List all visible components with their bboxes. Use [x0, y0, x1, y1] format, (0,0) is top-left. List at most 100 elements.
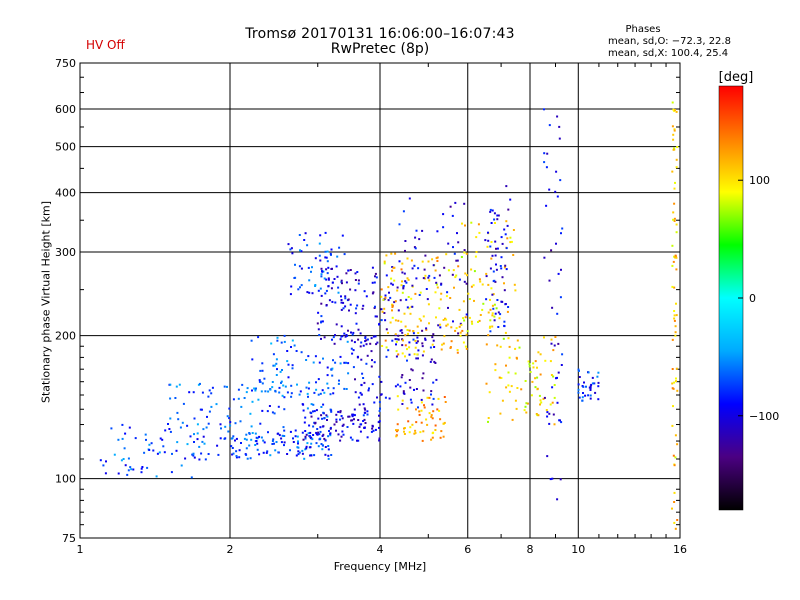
- data-point: [366, 410, 369, 413]
- data-point: [262, 451, 265, 454]
- data-point: [374, 335, 377, 338]
- data-point: [402, 339, 404, 342]
- data-point: [421, 439, 424, 442]
- data-point: [328, 299, 331, 302]
- data-point: [528, 365, 531, 368]
- data-point: [589, 389, 592, 391]
- data-point: [531, 380, 534, 383]
- data-point: [487, 334, 490, 337]
- data-point: [489, 325, 491, 328]
- data-point: [346, 340, 349, 343]
- data-point: [401, 262, 404, 265]
- data-point: [461, 222, 463, 225]
- data-point: [391, 309, 393, 312]
- data-point: [419, 319, 422, 322]
- data-point: [320, 321, 322, 324]
- data-point: [245, 391, 248, 394]
- data-point: [363, 411, 366, 414]
- data-point: [416, 325, 419, 328]
- data-point: [322, 357, 324, 360]
- data-point: [510, 240, 513, 243]
- data-point: [464, 345, 467, 348]
- data-point: [353, 418, 355, 421]
- data-point: [422, 389, 425, 392]
- data-point: [589, 394, 592, 397]
- data-point: [345, 334, 348, 336]
- data-point: [329, 252, 332, 255]
- data-point: [121, 437, 124, 440]
- data-point: [674, 456, 677, 459]
- data-point: [524, 405, 527, 408]
- data-point: [451, 273, 454, 276]
- data-point: [440, 348, 443, 351]
- data-point: [417, 357, 419, 360]
- data-point: [415, 229, 418, 232]
- data-point: [322, 411, 325, 414]
- data-point: [675, 231, 678, 234]
- data-point: [452, 320, 454, 323]
- data-point: [512, 254, 515, 256]
- data-point: [537, 351, 540, 354]
- data-point: [349, 303, 352, 306]
- data-point: [265, 451, 268, 454]
- data-point: [286, 453, 289, 455]
- data-point: [385, 254, 388, 257]
- data-point: [329, 408, 332, 411]
- data-point: [460, 256, 463, 258]
- data-point: [671, 424, 674, 427]
- data-point: [452, 246, 454, 249]
- data-point: [501, 276, 504, 279]
- data-point: [385, 328, 388, 331]
- data-point: [238, 449, 241, 452]
- data-point: [170, 471, 173, 474]
- data-point: [548, 279, 551, 282]
- data-point: [395, 343, 397, 346]
- data-point: [436, 230, 439, 233]
- data-point: [409, 386, 412, 389]
- data-point: [434, 269, 437, 272]
- data-point: [359, 430, 362, 433]
- data-point: [397, 309, 400, 312]
- data-point: [418, 317, 421, 320]
- data-point: [346, 426, 349, 428]
- data-point: [396, 395, 399, 398]
- data-point: [544, 359, 547, 362]
- data-point: [494, 312, 497, 315]
- data-point: [420, 398, 423, 401]
- data-point: [507, 337, 510, 340]
- data-point: [424, 254, 427, 257]
- data-point: [327, 448, 330, 451]
- data-point: [267, 431, 269, 434]
- data-point: [443, 421, 446, 424]
- data-point: [223, 385, 226, 388]
- y-tick-label: 75: [62, 532, 76, 545]
- data-point: [397, 319, 400, 322]
- data-point: [421, 229, 424, 232]
- data-point: [490, 257, 493, 260]
- data-point: [357, 396, 360, 399]
- data-point: [556, 401, 559, 404]
- data-point: [264, 390, 267, 393]
- data-point: [297, 453, 300, 456]
- data-point: [243, 397, 246, 399]
- data-point: [548, 422, 551, 425]
- data-point: [577, 368, 580, 371]
- data-point: [271, 443, 274, 445]
- data-point: [251, 432, 254, 434]
- data-point: [353, 414, 356, 417]
- data-point: [205, 426, 208, 429]
- data-point: [588, 386, 591, 389]
- data-point: [454, 201, 457, 204]
- data-point: [504, 331, 507, 334]
- data-point: [404, 325, 407, 328]
- data-point: [347, 329, 349, 332]
- data-point: [370, 350, 373, 353]
- data-point: [676, 146, 679, 148]
- data-point: [305, 359, 308, 361]
- data-point: [407, 420, 410, 423]
- data-point: [432, 381, 435, 384]
- data-point: [184, 457, 187, 460]
- data-point: [295, 350, 298, 352]
- data-point: [675, 223, 678, 226]
- data-point: [443, 335, 446, 338]
